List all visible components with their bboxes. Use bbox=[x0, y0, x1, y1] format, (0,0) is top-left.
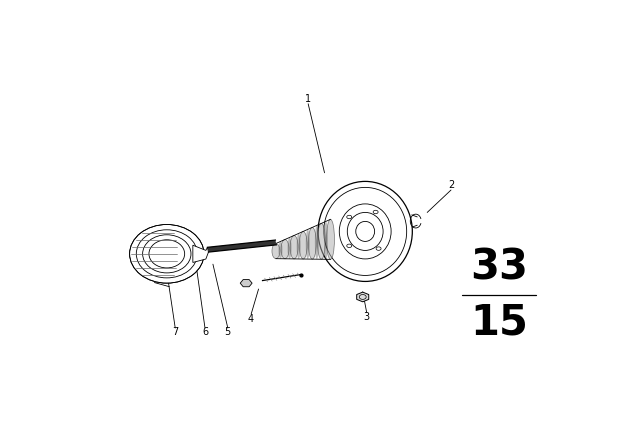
Text: 33: 33 bbox=[470, 247, 528, 289]
Text: 4: 4 bbox=[248, 314, 254, 324]
Text: 7: 7 bbox=[172, 327, 179, 337]
Ellipse shape bbox=[272, 243, 280, 258]
Ellipse shape bbox=[324, 221, 328, 259]
Ellipse shape bbox=[348, 212, 383, 250]
Text: 1: 1 bbox=[305, 94, 311, 103]
Ellipse shape bbox=[339, 204, 391, 259]
Ellipse shape bbox=[281, 240, 289, 259]
Text: 6: 6 bbox=[202, 327, 208, 337]
Ellipse shape bbox=[326, 220, 335, 259]
Ellipse shape bbox=[300, 232, 307, 259]
Ellipse shape bbox=[308, 228, 316, 259]
Ellipse shape bbox=[287, 237, 292, 259]
Ellipse shape bbox=[297, 233, 301, 259]
Ellipse shape bbox=[317, 224, 325, 259]
Ellipse shape bbox=[347, 215, 352, 219]
Text: 15: 15 bbox=[470, 302, 528, 344]
Ellipse shape bbox=[376, 247, 381, 250]
Polygon shape bbox=[356, 292, 369, 302]
Text: 2: 2 bbox=[448, 180, 454, 190]
Polygon shape bbox=[207, 240, 276, 252]
Ellipse shape bbox=[318, 181, 412, 281]
Ellipse shape bbox=[306, 229, 310, 259]
Ellipse shape bbox=[356, 221, 374, 241]
Polygon shape bbox=[193, 245, 209, 263]
Ellipse shape bbox=[347, 244, 352, 248]
Ellipse shape bbox=[130, 224, 204, 283]
Polygon shape bbox=[240, 280, 252, 287]
Ellipse shape bbox=[278, 241, 282, 259]
Text: 3: 3 bbox=[364, 312, 370, 322]
Ellipse shape bbox=[373, 210, 378, 214]
Ellipse shape bbox=[290, 236, 298, 259]
Text: 5: 5 bbox=[225, 327, 231, 337]
Ellipse shape bbox=[315, 225, 319, 259]
